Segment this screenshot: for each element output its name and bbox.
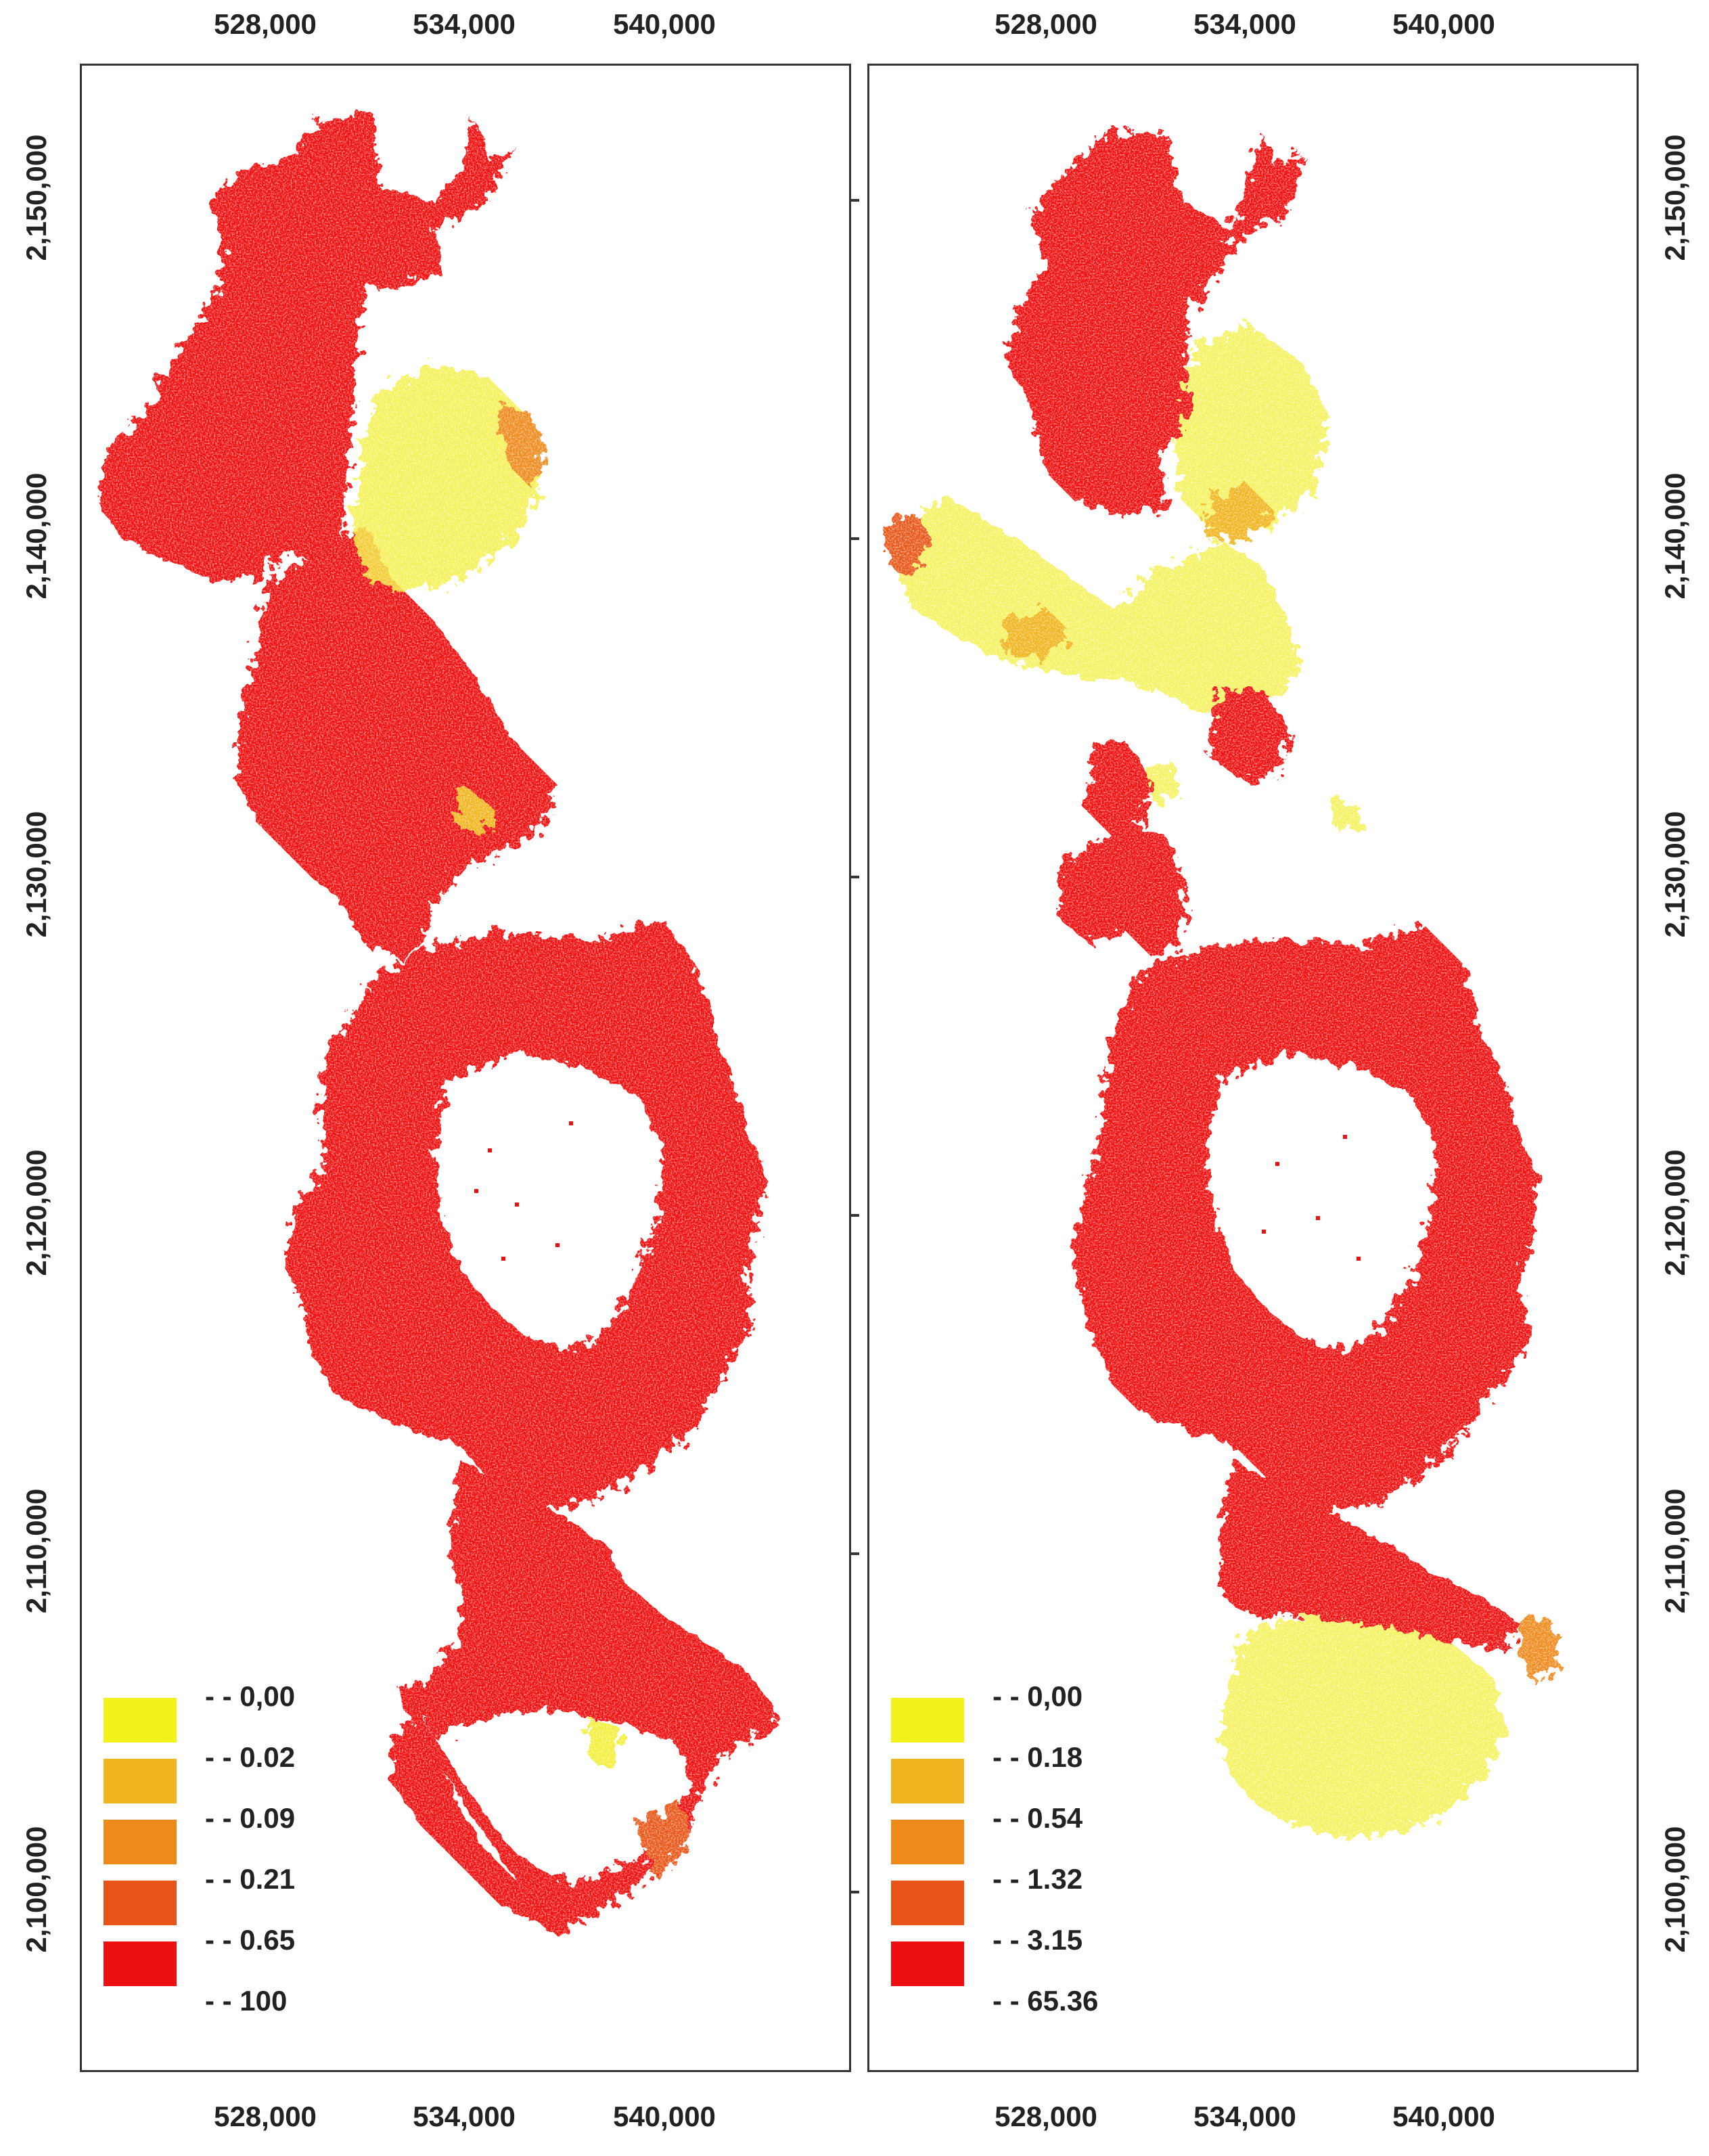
legend-row: - - 0.18 bbox=[891, 1741, 1162, 1806]
y-tick-label: 2,140,000 bbox=[20, 472, 52, 600]
legend-label: - - 0.09 bbox=[205, 1802, 296, 1834]
legend-row: - - 0,00 bbox=[104, 1680, 374, 1745]
map-panel-left: - - 0,00 - - 0.02 - - 0.09 - - 0.21 - - … bbox=[80, 64, 851, 2072]
legend-row: - - 65.36 bbox=[891, 1985, 1162, 2050]
x-tick-label: 528,000 bbox=[214, 8, 317, 40]
legend-swatch-class5 bbox=[104, 1941, 177, 1986]
legend-swatch-class4 bbox=[891, 1881, 964, 1925]
legend-label: - - 0.54 bbox=[993, 1802, 1083, 1834]
y-tick-label: 2,110,000 bbox=[20, 1488, 52, 1614]
y-tick-label: 2,150,000 bbox=[20, 134, 52, 261]
x-tick-label: 534,000 bbox=[413, 8, 516, 40]
x-tick-label: 534,000 bbox=[1193, 8, 1296, 40]
legend-label: - - 1.32 bbox=[993, 1863, 1083, 1895]
legend-label: - - 0,00 bbox=[205, 1680, 296, 1712]
legend-row: - - 3.15 bbox=[891, 1924, 1162, 1989]
raster-speckle bbox=[82, 66, 849, 2070]
legend-swatch-class2 bbox=[104, 1759, 177, 1803]
legend-label: - - 65.36 bbox=[993, 1985, 1099, 2017]
legend-swatch-class4 bbox=[104, 1881, 177, 1925]
y-tick-label: 2,150,000 bbox=[1659, 134, 1691, 261]
legend-row: - - 0.21 bbox=[104, 1863, 374, 1928]
legend-row: - - 0.54 bbox=[891, 1802, 1162, 1867]
x-tick-label: 528,000 bbox=[214, 2101, 317, 2132]
legend-label: - - 0.02 bbox=[205, 1741, 296, 1773]
legend-label: - - 0.21 bbox=[205, 1863, 296, 1895]
raster-speckle bbox=[869, 66, 1637, 2070]
y-tick-label: 2,130,000 bbox=[20, 811, 52, 938]
x-tick-label: 534,000 bbox=[1193, 2101, 1296, 2132]
legend-label: - - 0.18 bbox=[993, 1741, 1083, 1773]
legend-row: - - 100 bbox=[104, 1985, 374, 2050]
legend-right: - - 0,00 - - 0.18 - - 0.54 - - 1.32 - - … bbox=[891, 1680, 1162, 2036]
legend-row: - - 0,00 bbox=[891, 1680, 1162, 1745]
x-tick-label: 540,000 bbox=[613, 2101, 716, 2132]
legend-swatch-class1 bbox=[891, 1698, 964, 1743]
tick-mark bbox=[851, 876, 859, 878]
y-tick-label: 2,100,000 bbox=[1659, 1826, 1691, 1953]
legend-label: - - 100 bbox=[205, 1985, 288, 2017]
x-tick-label: 528,000 bbox=[995, 8, 1097, 40]
y-tick-label: 2,140,000 bbox=[1659, 472, 1691, 600]
legend-swatch-class5 bbox=[891, 1941, 964, 1986]
y-tick-label: 2,110,000 bbox=[1659, 1488, 1691, 1614]
x-tick-label: 540,000 bbox=[1392, 8, 1495, 40]
x-tick-label: 540,000 bbox=[1392, 2101, 1495, 2132]
legend-row: - - 0.09 bbox=[104, 1802, 374, 1867]
tick-mark bbox=[851, 537, 859, 540]
y-tick-label: 2,120,000 bbox=[20, 1149, 52, 1276]
legend-swatch-class3 bbox=[104, 1820, 177, 1864]
scattered-pixels bbox=[474, 1121, 573, 1261]
probability-map-right bbox=[869, 66, 1637, 2070]
scattered-pixels bbox=[1262, 1135, 1361, 1261]
legend-swatch-class2 bbox=[891, 1759, 964, 1803]
x-tick-label: 528,000 bbox=[995, 2101, 1097, 2132]
legend-row: - - 0.65 bbox=[104, 1924, 374, 1989]
legend-row: - - 0.02 bbox=[104, 1741, 374, 1806]
tick-mark bbox=[851, 1891, 859, 1893]
x-tick-label: 540,000 bbox=[613, 8, 716, 40]
legend-swatch-class1 bbox=[104, 1698, 177, 1743]
legend-label: - - 0.65 bbox=[205, 1924, 296, 1956]
tick-mark bbox=[851, 1552, 859, 1555]
y-tick-label: 2,120,000 bbox=[1659, 1149, 1691, 1276]
tick-mark bbox=[851, 199, 859, 202]
x-tick-label: 534,000 bbox=[413, 2101, 516, 2132]
y-tick-label: 2,130,000 bbox=[1659, 811, 1691, 938]
legend-swatch-class3 bbox=[891, 1820, 964, 1864]
legend-row: - - 1.32 bbox=[891, 1863, 1162, 1928]
legend-label: - - 3.15 bbox=[993, 1924, 1083, 1956]
legend-left: - - 0,00 - - 0.02 - - 0.09 - - 0.21 - - … bbox=[104, 1680, 374, 2036]
probability-map-left bbox=[82, 66, 849, 2070]
y-tick-label: 2,100,000 bbox=[20, 1826, 52, 1953]
legend-label: - - 0,00 bbox=[993, 1680, 1083, 1712]
map-panel-right: - - 0,00 - - 0.18 - - 0.54 - - 1.32 - - … bbox=[867, 64, 1639, 2072]
tick-mark bbox=[851, 1214, 859, 1217]
